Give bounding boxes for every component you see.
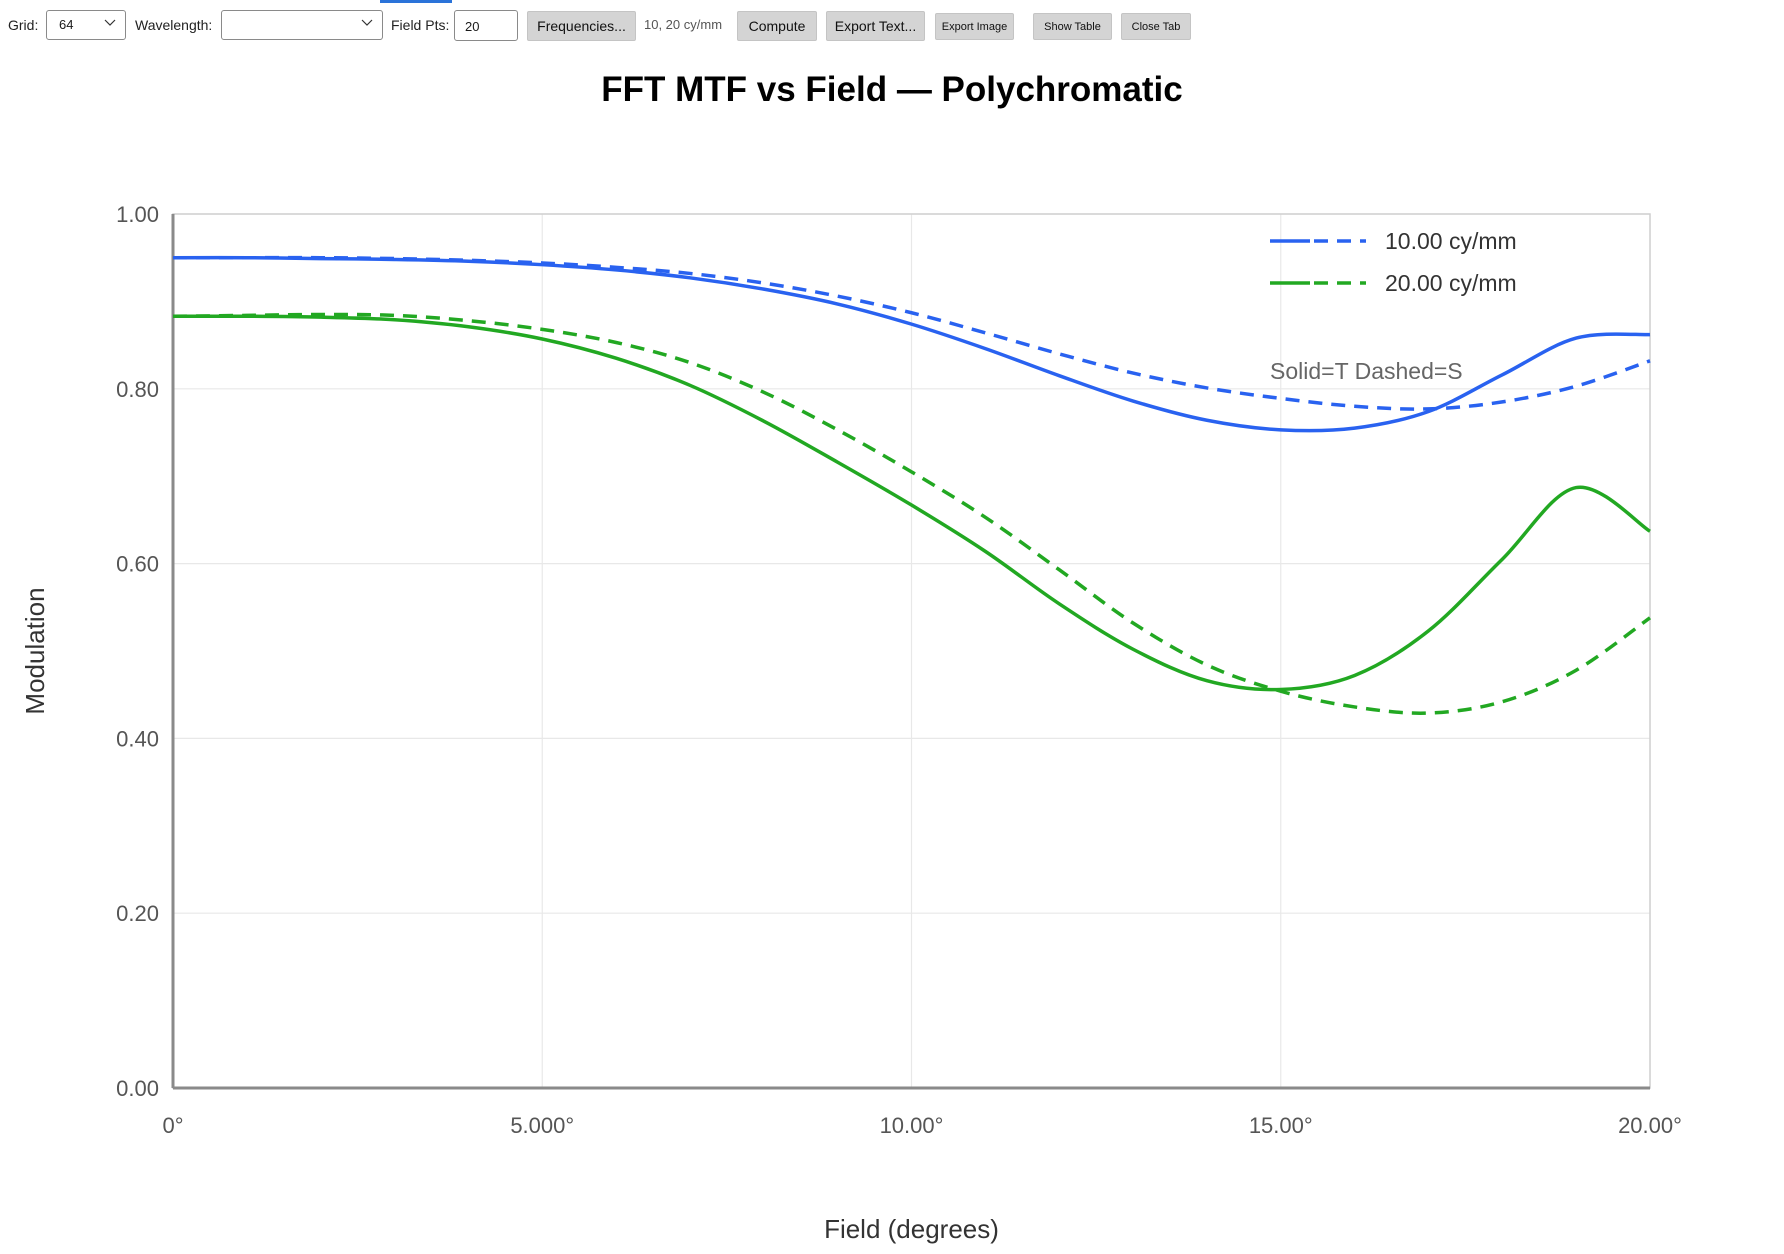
close-tab-button[interactable]: Close Tab [1121, 13, 1191, 40]
y-tick-label: 0.20 [116, 901, 159, 926]
series-line-dashed [172, 312, 1652, 715]
show-table-button[interactable]: Show Table [1033, 13, 1112, 40]
y-tick-label: 0.40 [116, 726, 159, 751]
grid-select[interactable]: 64 [46, 10, 126, 40]
chevron-down-icon [361, 19, 373, 26]
export-image-button[interactable]: Export Image [935, 13, 1014, 40]
y-tick-label: 0.80 [116, 377, 159, 402]
field-pts-label: Field Pts: [391, 17, 450, 33]
series-line-solid [172, 255, 1651, 433]
grid-select-value: 64 [59, 17, 74, 32]
x-tick-label: 0° [162, 1113, 183, 1138]
wavelength-label: Wavelength: [135, 17, 213, 33]
frequencies-button[interactable]: Frequencies... [527, 11, 636, 41]
y-tick-label: 1.00 [116, 202, 159, 227]
series-line-solid [172, 314, 1651, 692]
wavelength-select[interactable] [221, 10, 383, 40]
compute-button[interactable]: Compute [737, 11, 817, 41]
legend-note: Solid=T Dashed=S [1270, 358, 1463, 384]
active-tab-indicator [380, 0, 452, 3]
frequencies-info: 10, 20 cy/mm [644, 17, 723, 32]
series-lines [172, 255, 1652, 715]
legend-label: 10.00 cy/mm [1385, 228, 1517, 254]
field-pts-input[interactable]: 20 [454, 10, 518, 41]
legend-label: 20.00 cy/mm [1385, 270, 1517, 296]
x-tick-label: 15.00° [1249, 1113, 1313, 1138]
x-tick-label: 5.000° [510, 1113, 574, 1138]
toolbar: Grid: 64 Wavelength: Field Pts: 20 Frequ… [0, 0, 1784, 46]
series-line-dashed [173, 255, 1651, 411]
chevron-down-icon [104, 19, 116, 26]
chart-title: FFT MTF vs Field — Polychromatic [601, 70, 1183, 109]
x-tick-label: 20.00° [1618, 1113, 1682, 1138]
axes [171, 214, 1650, 1090]
legend: 10.00 cy/mm 20.00 cy/mm Solid=T Dashed=S [1270, 228, 1517, 384]
y-tick-label: 0.00 [116, 1076, 159, 1101]
tick-labels: 0° 5.000° 10.00° 15.00° 20.00° 0.00 0.20 0.40 0.… [116, 202, 1682, 1138]
x-axis-title: Field (degrees) [824, 1214, 999, 1244]
y-tick-label: 0.60 [116, 552, 159, 577]
x-tick-label: 10.00° [880, 1113, 944, 1138]
y-axis-title: Modulation [20, 587, 50, 714]
export-text-button[interactable]: Export Text... [826, 11, 925, 41]
field-pts-value: 20 [465, 19, 480, 34]
grid-label: Grid: [8, 17, 39, 33]
grid-lines [172, 213, 1651, 1089]
